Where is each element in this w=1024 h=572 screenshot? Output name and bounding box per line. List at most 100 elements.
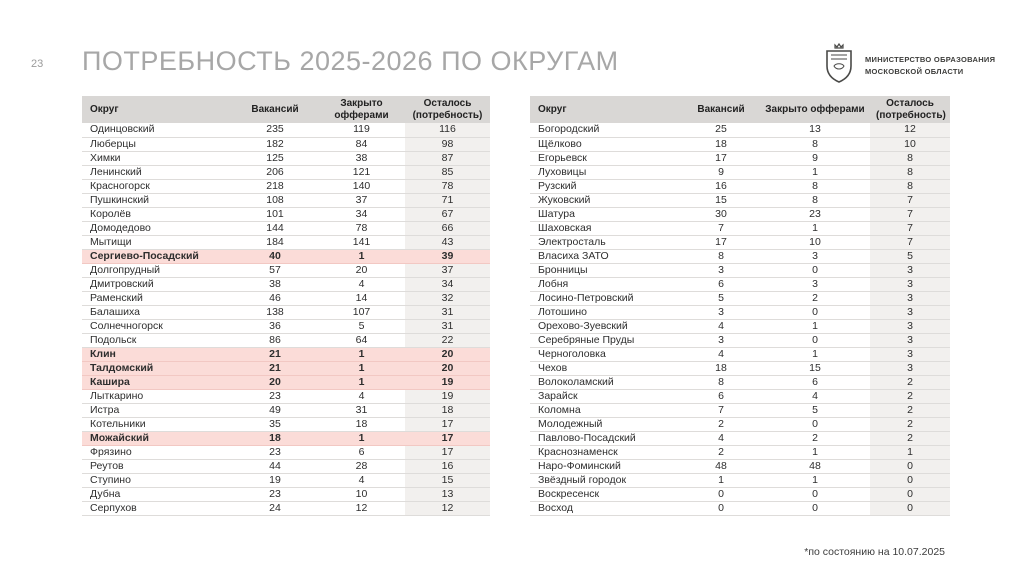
table-row: Долгопрудный 57 20 37 bbox=[82, 263, 490, 278]
closed-offers-value: 9 bbox=[760, 151, 870, 166]
table-row: Серпухов 24 12 12 bbox=[82, 501, 490, 516]
district-name: Щёлково bbox=[530, 137, 682, 152]
ministry-logo: МИНИСТЕРСТВО ОБРАЗОВАНИЯ МОСКОВСКОЙ ОБЛА… bbox=[822, 42, 995, 89]
vacancies-value: 2 bbox=[682, 445, 760, 460]
table-row: Электросталь 17 10 7 bbox=[530, 235, 950, 250]
column-header-district: Округ bbox=[530, 96, 682, 123]
remaining-value: 20 bbox=[405, 361, 490, 376]
footnote-as-of-date: *по состоянию на 10.07.2025 bbox=[804, 546, 945, 558]
table-row: Звёздный городок 1 1 0 bbox=[530, 473, 950, 488]
closed-offers-value: 20 bbox=[318, 263, 405, 278]
table-row: Щёлково 18 8 10 bbox=[530, 137, 950, 152]
vacancies-value: 144 bbox=[232, 221, 318, 236]
table-row: Краснознаменск 2 1 1 bbox=[530, 445, 950, 460]
district-name: Химки bbox=[82, 151, 232, 166]
table-row: Талдомский 21 1 20 bbox=[82, 361, 490, 376]
table-row: Орехово-Зуевский 4 1 3 bbox=[530, 319, 950, 334]
table-row: Власиха ЗАТО 8 3 5 bbox=[530, 249, 950, 264]
vacancies-value: 1 bbox=[682, 473, 760, 488]
vacancies-value: 46 bbox=[232, 291, 318, 306]
vacancies-value: 8 bbox=[682, 375, 760, 390]
table-row: Красногорск 218 140 78 bbox=[82, 179, 490, 194]
district-name: Королёв bbox=[82, 207, 232, 222]
column-header-closed-offers: Закрыто офферами bbox=[318, 96, 405, 123]
vacancies-value: 48 bbox=[682, 459, 760, 474]
table-row: Сергиево-Посадский 40 1 39 bbox=[82, 249, 490, 264]
district-name: Лыткарино bbox=[82, 389, 232, 404]
table-row: Молодежный 2 0 2 bbox=[530, 417, 950, 432]
table-row: Коломна 7 5 2 bbox=[530, 403, 950, 418]
table-row: Зарайск 6 4 2 bbox=[530, 389, 950, 404]
column-header-vacancies: Вакансий bbox=[232, 96, 318, 123]
district-name: Павлово-Посадский bbox=[530, 431, 682, 446]
vacancies-value: 18 bbox=[682, 361, 760, 376]
district-name: Коломна bbox=[530, 403, 682, 418]
remaining-value: 98 bbox=[405, 137, 490, 152]
ministry-name: МИНИСТЕРСТВО ОБРАЗОВАНИЯ МОСКОВСКОЙ ОБЛА… bbox=[865, 54, 995, 77]
closed-offers-value: 14 bbox=[318, 291, 405, 306]
table-row: Истра 49 31 18 bbox=[82, 403, 490, 418]
table-row: Фрязино 23 6 17 bbox=[82, 445, 490, 460]
vacancies-value: 101 bbox=[232, 207, 318, 222]
header-row: Округ Вакансий Закрыто офферами Осталось… bbox=[530, 96, 950, 123]
district-name: Черноголовка bbox=[530, 347, 682, 362]
table-row: Рузский 16 8 8 bbox=[530, 179, 950, 194]
table-row: Воскресенск 0 0 0 bbox=[530, 487, 950, 502]
district-name: Волоколамский bbox=[530, 375, 682, 390]
remaining-value: 2 bbox=[870, 431, 950, 446]
closed-offers-value: 5 bbox=[760, 403, 870, 418]
closed-offers-value: 1 bbox=[760, 319, 870, 334]
remaining-value: 19 bbox=[405, 389, 490, 404]
vacancies-value: 17 bbox=[682, 151, 760, 166]
closed-offers-value: 3 bbox=[760, 249, 870, 264]
district-name: Истра bbox=[82, 403, 232, 418]
remaining-value: 8 bbox=[870, 165, 950, 180]
vacancies-value: 8 bbox=[682, 249, 760, 264]
vacancies-value: 44 bbox=[232, 459, 318, 474]
closed-offers-value: 1 bbox=[318, 249, 405, 264]
vacancies-value: 125 bbox=[232, 151, 318, 166]
district-name: Пушкинский bbox=[82, 193, 232, 208]
closed-offers-value: 4 bbox=[760, 389, 870, 404]
remaining-value: 0 bbox=[870, 459, 950, 474]
closed-offers-value: 84 bbox=[318, 137, 405, 152]
district-name: Солнечногорск bbox=[82, 319, 232, 334]
districts-table-right: Округ Вакансий Закрыто офферами Осталось… bbox=[530, 96, 950, 516]
vacancies-value: 3 bbox=[682, 333, 760, 348]
remaining-value: 7 bbox=[870, 207, 950, 222]
remaining-value: 71 bbox=[405, 193, 490, 208]
vacancies-value: 3 bbox=[682, 263, 760, 278]
closed-offers-value: 1 bbox=[760, 165, 870, 180]
column-header-remaining: Осталось (потребность) bbox=[405, 96, 490, 123]
vacancies-value: 25 bbox=[682, 123, 760, 138]
vacancies-value: 21 bbox=[232, 361, 318, 376]
vacancies-value: 206 bbox=[232, 165, 318, 180]
remaining-value: 12 bbox=[405, 501, 490, 516]
remaining-value: 67 bbox=[405, 207, 490, 222]
vacancies-value: 4 bbox=[682, 431, 760, 446]
page-title: ПОТРЕБНОСТЬ 2025-2026 ПО ОКРУГАМ bbox=[82, 46, 619, 76]
remaining-value: 8 bbox=[870, 179, 950, 194]
remaining-value: 17 bbox=[405, 445, 490, 460]
vacancies-value: 6 bbox=[682, 389, 760, 404]
remaining-value: 0 bbox=[870, 501, 950, 516]
column-header-vacancies: Вакансий bbox=[682, 96, 760, 123]
vacancies-value: 4 bbox=[682, 319, 760, 334]
remaining-value: 85 bbox=[405, 165, 490, 180]
closed-offers-value: 3 bbox=[760, 277, 870, 292]
remaining-value: 0 bbox=[870, 487, 950, 502]
remaining-value: 7 bbox=[870, 235, 950, 250]
vacancies-value: 4 bbox=[682, 347, 760, 362]
vacancies-value: 38 bbox=[232, 277, 318, 292]
remaining-value: 18 bbox=[405, 403, 490, 418]
district-name: Дубна bbox=[82, 487, 232, 502]
table-row: Пушкинский 108 37 71 bbox=[82, 193, 490, 208]
remaining-value: 13 bbox=[405, 487, 490, 502]
vacancies-value: 86 bbox=[232, 333, 318, 348]
header-row: Округ Вакансий Закрыто офферами Осталось… bbox=[82, 96, 490, 123]
remaining-value: 16 bbox=[405, 459, 490, 474]
district-name: Серпухов bbox=[82, 501, 232, 516]
table-row: Мытищи 184 141 43 bbox=[82, 235, 490, 250]
vacancies-value: 3 bbox=[682, 305, 760, 320]
district-name: Реутов bbox=[82, 459, 232, 474]
